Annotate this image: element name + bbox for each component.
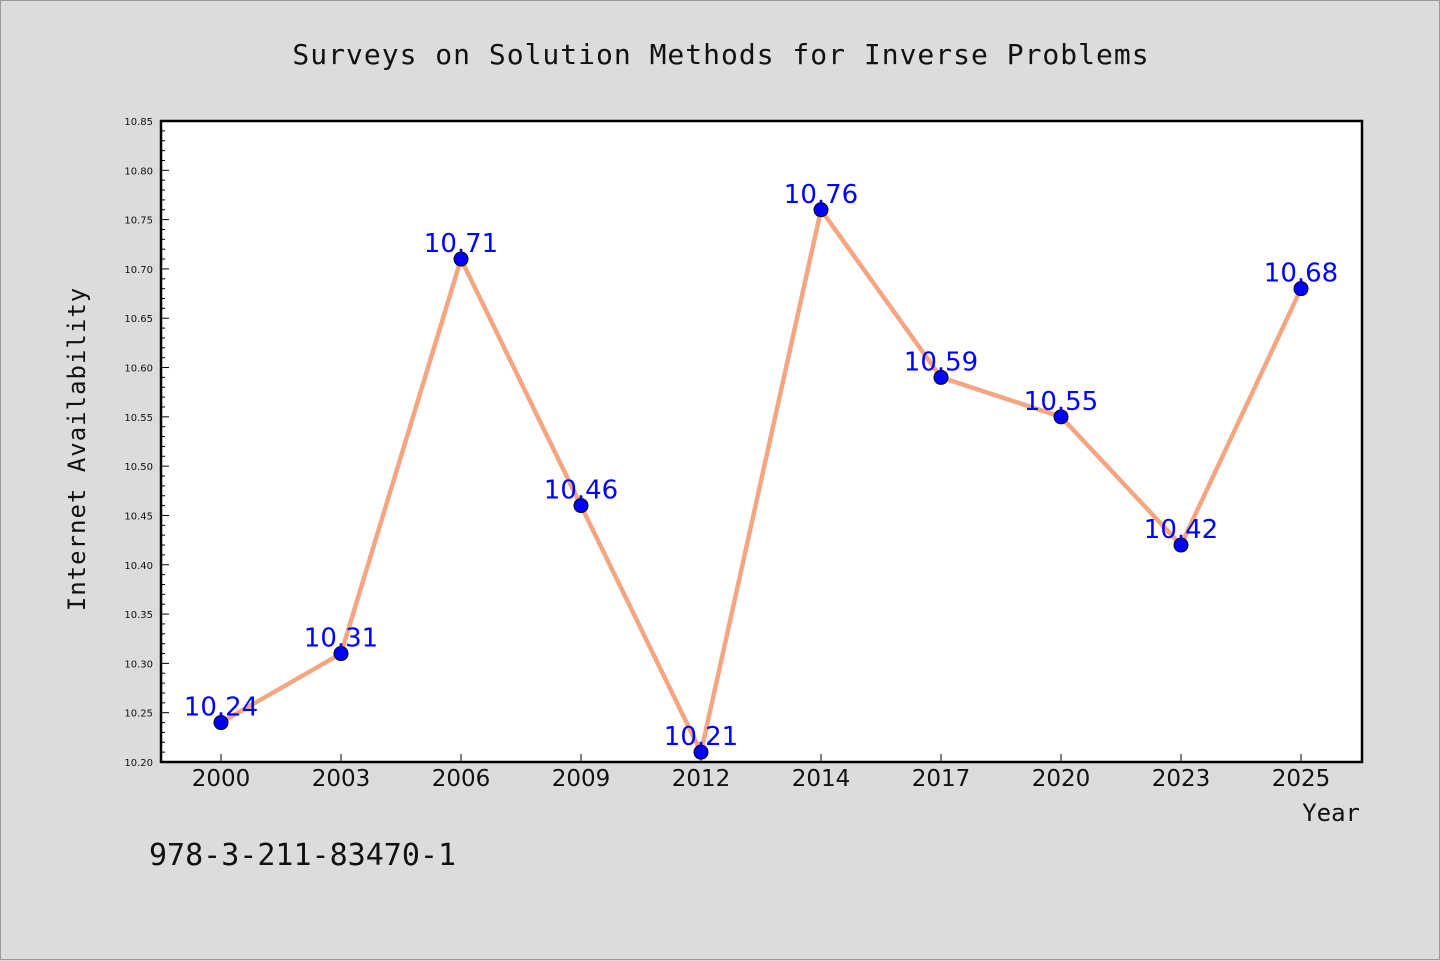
data-labels: 10.24 10.31 10.71 10.46 10.21 10.76 10.59 10.55… — [184, 180, 1338, 752]
x-tick-label: 2023 — [1152, 766, 1211, 792]
data-point — [1293, 281, 1309, 297]
y-tick-label: 10.30 — [124, 659, 153, 670]
y-tick-label: 10.65 — [124, 314, 153, 325]
chart-title: Surveys on Solution Methods for Inverse … — [292, 38, 1149, 71]
x-tick-label: 2000 — [192, 766, 251, 792]
data-label: 10.21 — [664, 722, 738, 752]
x-tick-label: 2009 — [552, 766, 611, 792]
data-label: 10.68 — [1264, 259, 1338, 289]
x-tick-label: 2006 — [432, 766, 491, 792]
x-tick-label: 2003 — [312, 766, 371, 792]
data-point — [333, 646, 349, 662]
plot-area — [159, 119, 1364, 764]
x-tick-label: 2025 — [1272, 766, 1331, 792]
data-point — [573, 498, 589, 514]
data-label: 10.42 — [1144, 515, 1218, 545]
data-point — [933, 369, 949, 385]
y-tick-label: 10.75 — [124, 216, 153, 227]
data-label: 10.59 — [904, 347, 978, 377]
y-axis-label: Internet Availability — [63, 287, 91, 611]
data-point — [693, 744, 709, 760]
y-tick-label: 10.60 — [124, 364, 153, 375]
series — [219, 207, 1304, 755]
data-point — [1053, 409, 1069, 425]
x-tick-label: 2012 — [672, 766, 731, 792]
y-tick-label: 10.20 — [124, 758, 153, 769]
data-point — [213, 715, 229, 731]
y-tick-label: 10.45 — [124, 511, 153, 522]
y-tick-label: 10.80 — [124, 166, 153, 177]
isbn-text: 978-3-211-83470-1 — [149, 838, 456, 873]
x-axis: 2000 2003 2006 2009 2012 2014 2017 2020 2023 2025 — [192, 754, 1331, 792]
data-label: 10.24 — [184, 693, 258, 723]
y-tick-label: 10.25 — [124, 709, 153, 720]
y-axis: 10.20 10.25 10.30 10.35 10.40 10.45 10.50 10.55… — [124, 117, 169, 769]
data-point — [453, 251, 469, 267]
data-label: 10.76 — [784, 180, 858, 210]
y-tick-label: 10.50 — [124, 462, 153, 473]
x-tick-label: 2017 — [912, 766, 971, 792]
y-tick-label: 10.70 — [124, 265, 153, 276]
series-line — [219, 207, 1304, 755]
data-label: 10.46 — [544, 476, 618, 506]
data-points — [213, 202, 1309, 760]
y-tick-label: 10.85 — [124, 117, 153, 128]
data-label: 10.71 — [424, 229, 498, 259]
y-tick-label: 10.35 — [124, 610, 153, 621]
data-point — [1173, 537, 1189, 553]
x-axis-label: Year — [1302, 799, 1360, 827]
data-label: 10.31 — [304, 624, 378, 654]
data-point — [813, 202, 829, 218]
x-tick-label: 2014 — [792, 766, 851, 792]
y-tick-label: 10.55 — [124, 413, 153, 424]
data-label: 10.55 — [1024, 387, 1098, 417]
x-tick-label: 2020 — [1032, 766, 1091, 792]
y-tick-label: 10.40 — [124, 561, 153, 572]
